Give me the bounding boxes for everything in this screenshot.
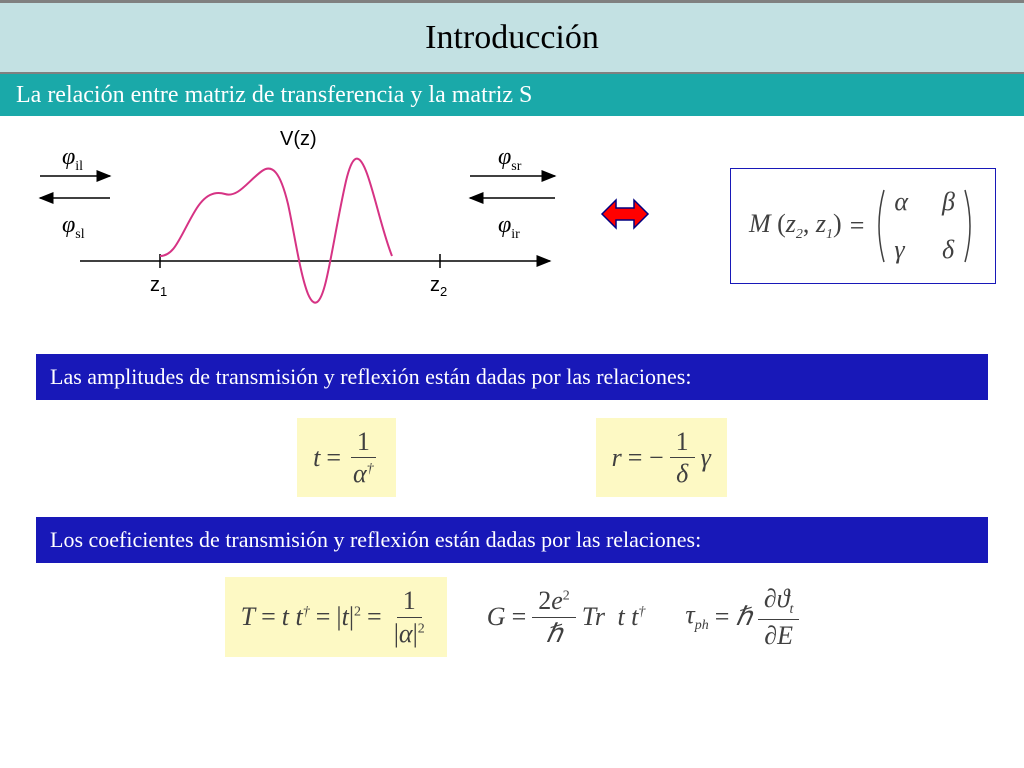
amplitudes-text-bar: Las amplitudes de transmisión y reflexió…: [36, 354, 988, 400]
red-double-arrow-icon: [600, 196, 650, 232]
coefficients-text-bar: Los coeficientes de transmisión y reflex…: [36, 517, 988, 563]
diagram-svg: [0, 116, 700, 346]
matrix-body: αβ γδ: [872, 183, 977, 269]
diagram-area: V(z) φil φsl φsr φir z1 z2: [0, 116, 1024, 346]
eq-r: r = − 1 δ γ: [596, 418, 727, 497]
matrix-lhs: M (z2, z1): [749, 209, 842, 243]
title-bar: Introducción: [0, 0, 1024, 74]
transfer-matrix-box: M (z2, z1) = αβ γδ: [730, 168, 996, 284]
potential-curve: [160, 159, 392, 303]
page-title: Introducción: [425, 19, 599, 57]
coefficient-equations-row: T = t t† = |t|2 = 1 |α|2 G = 2e2 ℏ Tr t …: [0, 577, 1024, 656]
subtitle-text: La relación entre matriz de transferenci…: [16, 82, 532, 109]
eq-g: G = 2e2 ℏ Tr t t†: [487, 585, 646, 648]
matrix-equals: =: [850, 211, 865, 241]
eq-t: t = 1 α†: [297, 418, 396, 497]
subtitle-bar: La relación entre matriz de transferenci…: [0, 74, 1024, 116]
amplitude-equations-row: t = 1 α† r = − 1 δ γ: [0, 418, 1024, 497]
eq-tau: τph = ℏ ∂ϑt ∂E: [685, 583, 799, 651]
eq-big-t: T = t t† = |t|2 = 1 |α|2: [225, 577, 447, 656]
